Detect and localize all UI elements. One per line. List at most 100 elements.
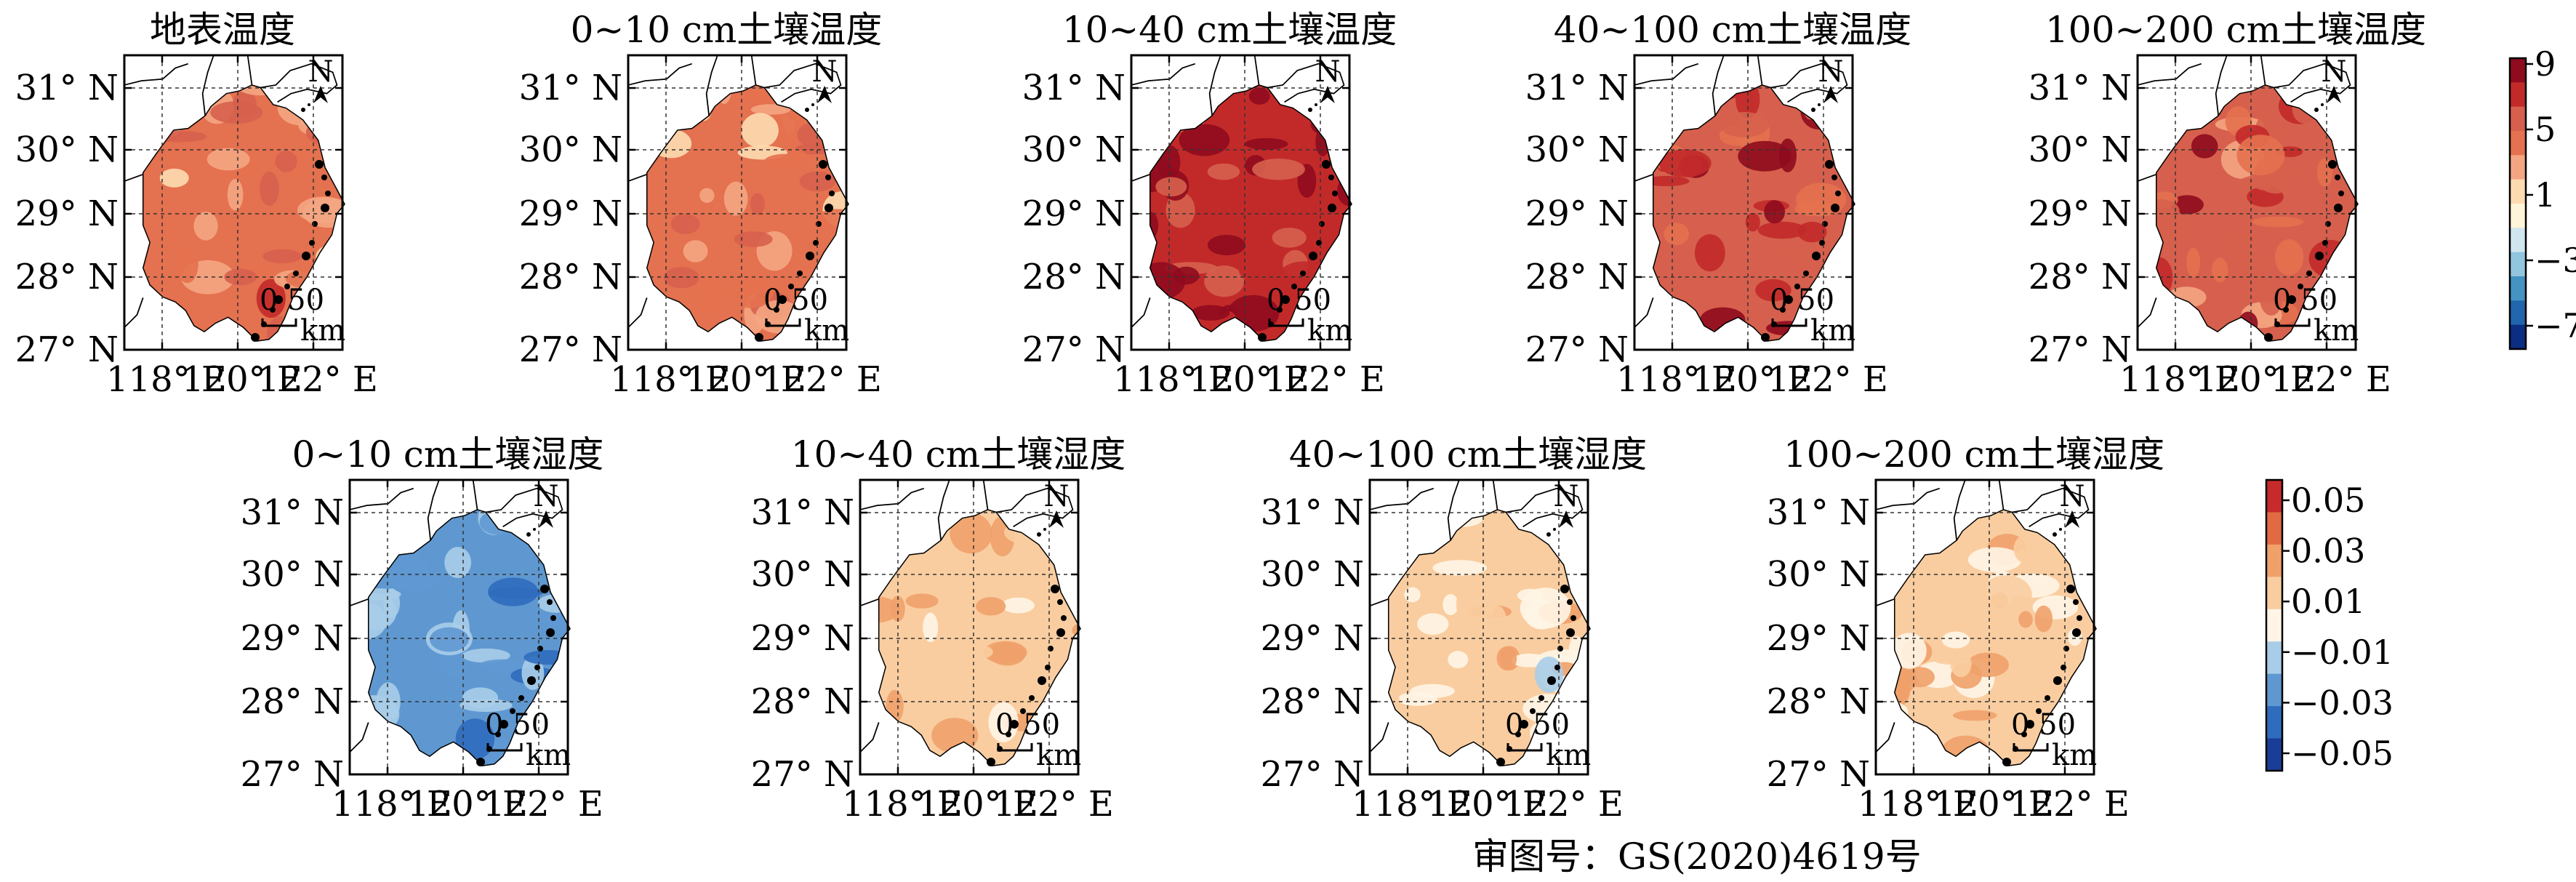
svg-text:0 50: 0 50 [763,284,828,317]
latitude-tick-label: 28° N [751,681,854,722]
latitude-tick-label: 27° N [1022,329,1126,370]
longitude-tick-label: 120° E [2195,359,2316,400]
latitude-tick-label: 29° N [2029,193,2132,234]
moisture-colorbar: 0.05 0.03 0.01 −0.01 −0.03 −0.05 [2265,478,2394,773]
svg-text:0 50: 0 50 [1505,708,1570,742]
svg-text:N: N [308,55,334,89]
svg-text:0 50: 0 50 [2011,708,2076,742]
longitude-tick-label: 118° E [1616,359,1737,400]
latitude-tick-label: 31° N [519,68,622,108]
svg-text:0 50: 0 50 [995,708,1060,742]
latitude-tick-label: 28° N [241,681,344,722]
latitude-tick-label: 30° N [241,554,344,595]
svg-text:km: km [1546,739,1591,772]
longitude-tick-label: 118° E [332,784,452,825]
latitude-tick-label: 29° N [1525,193,1629,234]
longitude-tick-label: 120° E [407,784,528,825]
moisture-panel-0: 0~10 cm土壤湿度 31° N 30° N 29° N 28° N 27° N118°… [241,433,604,825]
latitude-tick-label: 28° N [2029,257,2132,297]
latitude-tick-label: 30° N [1022,129,1126,170]
latitude-tick-label: 27° N [15,329,119,370]
moisture-panel-title: 0~10 cm土壤湿度 [292,433,604,476]
latitude-tick-label: 31° N [241,492,344,533]
moisture-panel-title: 10~40 cm土壤湿度 [791,433,1126,476]
latitude-tick-label: 30° N [1525,129,1629,170]
svg-text:km: km [300,314,345,348]
latitude-tick-label: 29° N [519,193,622,234]
latitude-tick-label: 30° N [15,129,119,170]
map-approval-number: 审图号：GS(2020)4619号 [1472,835,1922,878]
moisture-panel-1: 10~40 cm土壤湿度 31° N 30° N 29° N 28° N 27° N118… [751,433,1126,825]
svg-text:0 50: 0 50 [260,284,324,317]
temperature-panel-title: 10~40 cm土壤温度 [1062,9,1397,51]
temperature-colorbar: 9 5 1 −3 −7 [2508,44,2576,350]
svg-text:N: N [2060,480,2085,513]
latitude-tick-label: 27° N [241,754,344,795]
svg-text:N: N [1554,480,1579,513]
colorbar-tick-label: −0.05 [2291,734,2394,773]
latitude-tick-label: 31° N [751,492,854,533]
moisture-panel-title: 40~100 cm土壤湿度 [1289,433,1647,476]
longitude-tick-label: 120° E [1427,784,1548,825]
north-arrow-icon: N [1818,55,1844,103]
latitude-tick-label: 31° N [1261,492,1364,533]
moisture-panel-title: 100~200 cm土壤湿度 [1783,433,2164,476]
latitude-tick-label: 29° N [751,618,854,659]
latitude-tick-label: 27° N [751,754,854,795]
colorbar-tick-label: 0.01 [2291,582,2365,621]
svg-text:N: N [812,55,838,89]
longitude-tick-label: 120° E [686,359,806,400]
svg-text:km: km [1810,314,1855,348]
latitude-tick-label: 30° N [1767,554,1870,595]
longitude-tick-label: 120° E [1189,359,1309,400]
svg-text:km: km [1307,314,1352,348]
moisture-panel-2: 40~100 cm土壤湿度 31° N 30° N 29° N 28° N 27° N11… [1261,433,1647,825]
latitude-tick-label: 27° N [1525,329,1629,370]
latitude-tick-label: 30° N [519,129,622,170]
latitude-tick-label: 28° N [519,257,622,297]
north-arrow-icon: N [534,480,559,528]
temperature-panel-title: 0~10 cm土壤温度 [571,9,883,51]
temperature-panel-1: 0~10 cm土壤温度 31° N 30° N 29° N 28° N 27° N118°… [519,9,883,400]
longitude-tick-label: 120° E [918,784,1038,825]
latitude-tick-label: 31° N [2029,68,2132,108]
svg-text:0 50: 0 50 [1770,284,1834,317]
longitude-tick-label: 122° E [2009,784,2130,825]
longitude-tick-label: 122° E [257,359,378,400]
longitude-tick-label: 120° E [1692,359,1813,400]
svg-text:N: N [1818,55,1844,89]
latitude-tick-label: 28° N [1767,681,1870,722]
longitude-tick-label: 118° E [1858,784,1978,825]
latitude-tick-label: 29° N [1261,618,1364,659]
latitude-tick-label: 29° N [1022,193,1126,234]
svg-text:N: N [2322,55,2347,89]
latitude-tick-label: 27° N [2029,329,2132,370]
svg-text:N: N [534,480,559,513]
temperature-panel-2: 10~40 cm土壤温度 31° N 30° N 29° N 28° N 27° N118… [1022,9,1397,400]
longitude-tick-label: 118° E [106,359,227,400]
colorbar-tick-label: −0.01 [2291,633,2394,672]
longitude-tick-label: 120° E [182,359,302,400]
longitude-tick-label: 118° E [610,359,731,400]
svg-text:0 50: 0 50 [2273,284,2338,317]
latitude-tick-label: 31° N [15,68,119,108]
latitude-tick-label: 28° N [1525,257,1629,297]
longitude-tick-label: 122° E [1768,359,1888,400]
latitude-tick-label: 29° N [15,193,119,234]
latitude-tick-label: 27° N [519,329,622,370]
latitude-tick-label: 30° N [1261,554,1364,595]
svg-text:0 50: 0 50 [1267,284,1331,317]
latitude-tick-label: 27° N [1767,754,1870,795]
longitude-tick-label: 122° E [1264,359,1385,400]
longitude-tick-label: 122° E [1503,784,1624,825]
longitude-tick-label: 122° E [993,784,1114,825]
temperature-panel-title: 地表温度 [150,9,295,51]
